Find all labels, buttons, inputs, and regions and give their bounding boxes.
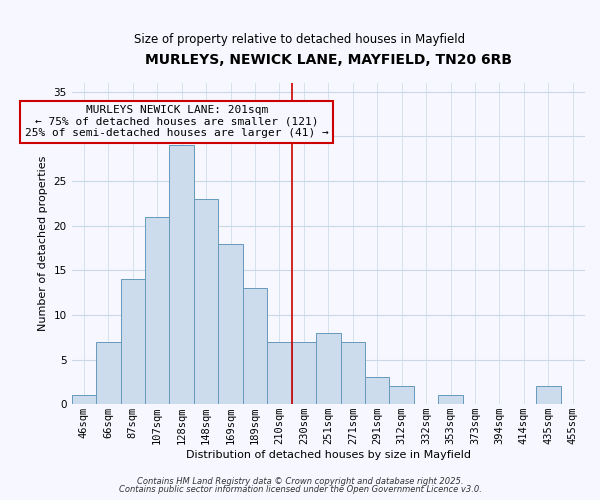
Bar [121,279,145,404]
Bar [365,378,389,404]
Bar [243,288,267,404]
Bar [439,395,463,404]
Y-axis label: Number of detached properties: Number of detached properties [38,156,48,331]
Title: MURLEYS, NEWICK LANE, MAYFIELD, TN20 6RB: MURLEYS, NEWICK LANE, MAYFIELD, TN20 6RB [145,52,512,66]
Bar [536,386,560,404]
Bar [96,342,121,404]
Bar [218,244,243,404]
Bar [194,199,218,404]
Bar [145,217,169,404]
X-axis label: Distribution of detached houses by size in Mayfield: Distribution of detached houses by size … [186,450,471,460]
Bar [389,386,414,404]
Text: Contains public sector information licensed under the Open Government Licence v3: Contains public sector information licen… [119,485,481,494]
Text: Contains HM Land Registry data © Crown copyright and database right 2025.: Contains HM Land Registry data © Crown c… [137,477,463,486]
Bar [267,342,292,404]
Bar [71,395,96,404]
Text: MURLEYS NEWICK LANE: 201sqm
← 75% of detached houses are smaller (121)
25% of se: MURLEYS NEWICK LANE: 201sqm ← 75% of det… [25,106,329,138]
Bar [169,146,194,404]
Bar [316,333,341,404]
Bar [341,342,365,404]
Bar [292,342,316,404]
Text: Size of property relative to detached houses in Mayfield: Size of property relative to detached ho… [134,32,466,46]
